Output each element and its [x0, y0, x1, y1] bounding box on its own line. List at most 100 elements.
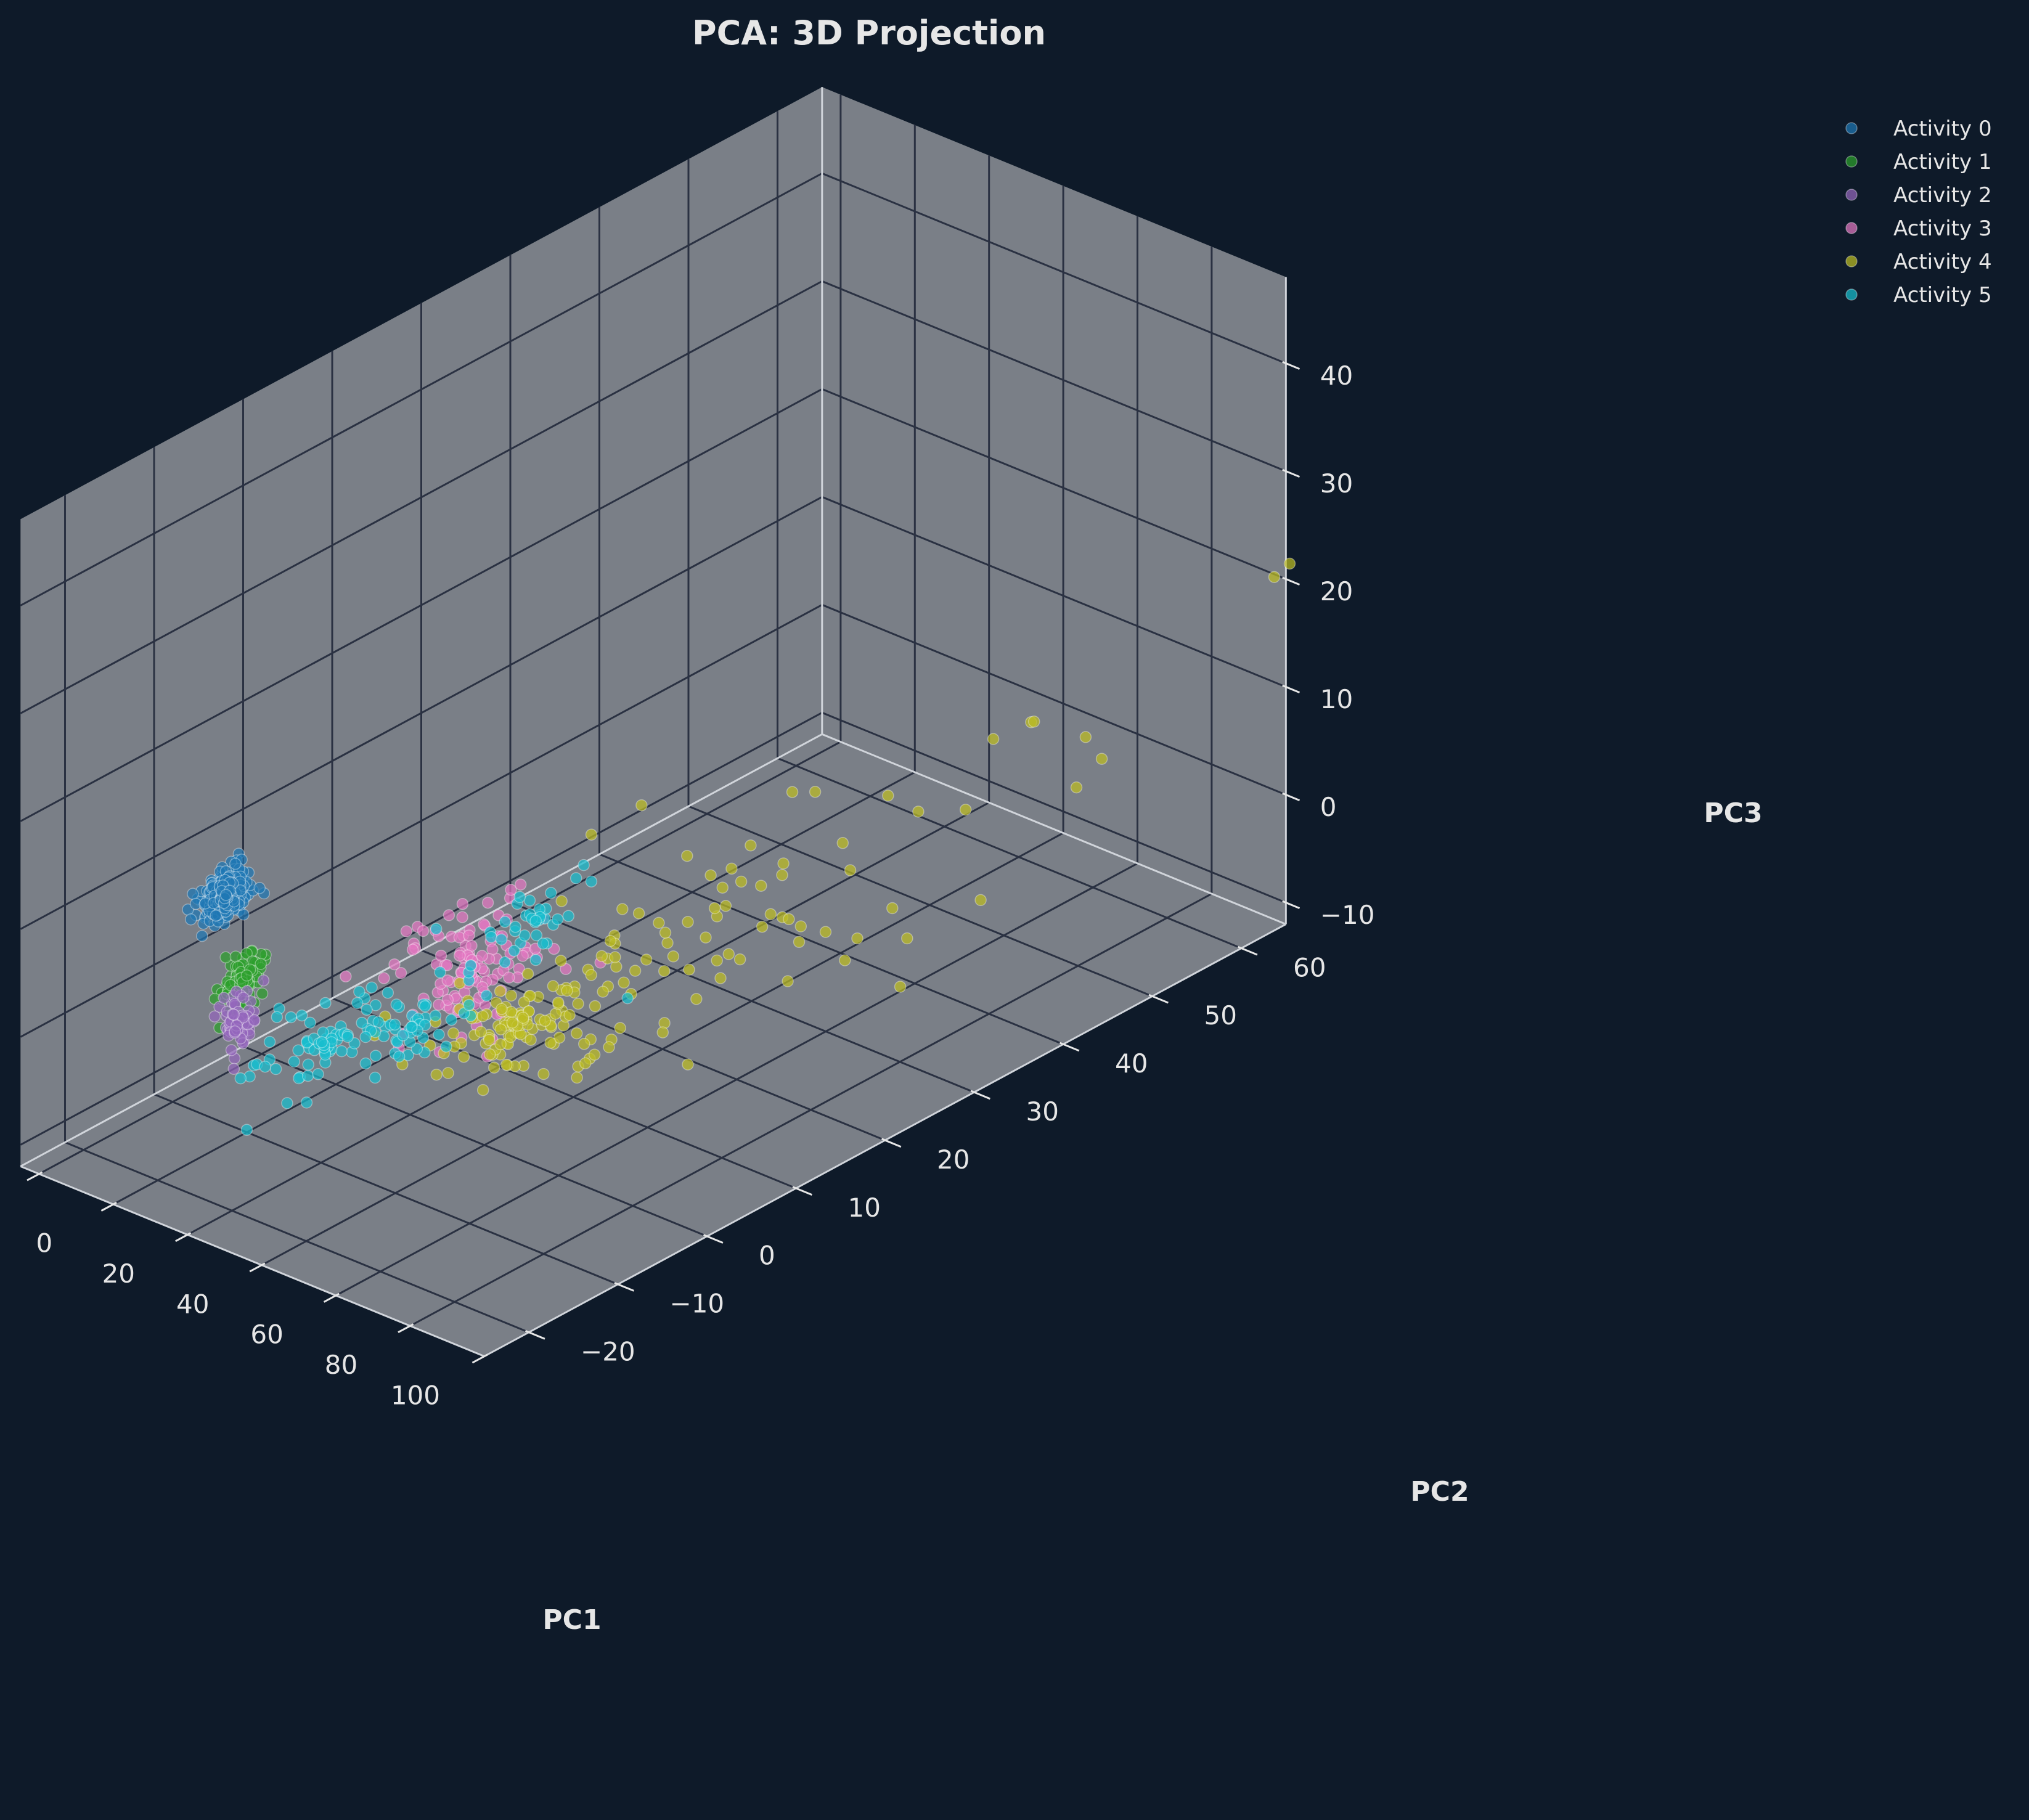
- grid-line-z-back: [822, 388, 1286, 580]
- legend: Activity 0 Activity 1 Activity 2 Activity 3…: [1845, 116, 1992, 308]
- z-tick-mark: [1282, 684, 1300, 693]
- data-point: [388, 958, 401, 971]
- z-tick-mark: [1282, 468, 1300, 478]
- axis-ticks: −20020406080100−20−100102030405060−10010…: [27, 361, 1375, 1410]
- data-point: [187, 888, 199, 900]
- data-point: [443, 909, 455, 921]
- y-tick-label: 60: [1293, 952, 1326, 982]
- x-tick-mark: [323, 1292, 340, 1303]
- data-point: [257, 974, 270, 987]
- data-point: [476, 1083, 489, 1096]
- y-tick-label: 0: [759, 1241, 775, 1271]
- data-point: [974, 894, 987, 907]
- legend-item: Activity 1: [1845, 150, 1992, 174]
- data-point: [882, 790, 894, 802]
- y-tick-mark: [1148, 994, 1169, 1004]
- data-point: [372, 1016, 385, 1029]
- legend-label: Activity 5: [1893, 283, 1992, 308]
- data-point: [495, 933, 508, 946]
- data-point: [435, 949, 447, 962]
- grid-line-y-floor: [777, 757, 1242, 949]
- series-activity-5: [234, 859, 634, 1136]
- x-tick-mark: [100, 1201, 117, 1212]
- data-point: [312, 1068, 324, 1080]
- data-point: [429, 1010, 442, 1022]
- data-point: [555, 895, 568, 907]
- data-point: [430, 1068, 443, 1081]
- data-point: [485, 931, 497, 944]
- data-point: [659, 926, 672, 939]
- data-point: [618, 976, 630, 989]
- pane-edge: [822, 733, 1286, 925]
- data-point: [458, 1007, 470, 1019]
- y-tick-label: 30: [1026, 1096, 1059, 1127]
- data-point: [369, 1071, 382, 1084]
- data-point: [987, 733, 1000, 745]
- data-point: [901, 932, 913, 945]
- data-point: [563, 1009, 576, 1021]
- data-point: [578, 1038, 590, 1050]
- data-point: [483, 1048, 496, 1061]
- data-point: [514, 878, 527, 891]
- data-point: [529, 915, 542, 927]
- data-point: [629, 965, 642, 977]
- data-point: [227, 1063, 240, 1075]
- data-point: [463, 929, 475, 942]
- data-point: [269, 1063, 282, 1075]
- data-point: [255, 958, 267, 970]
- data-point: [388, 1018, 401, 1031]
- z-tick-mark: [1282, 576, 1300, 586]
- data-point: [782, 975, 794, 987]
- grid-line-y-floor: [420, 949, 886, 1141]
- data-point: [430, 923, 443, 935]
- data-point: [441, 994, 454, 1006]
- z-tick-mark: [1282, 361, 1300, 370]
- data-point: [475, 1026, 487, 1038]
- data-point: [463, 998, 475, 1011]
- y-tick-mark: [792, 1186, 812, 1196]
- data-point: [496, 1003, 508, 1015]
- legend-marker: [1845, 255, 1858, 267]
- data-point: [755, 879, 767, 892]
- data-point: [229, 1025, 241, 1038]
- data-point: [227, 1008, 240, 1021]
- data-point: [553, 1031, 566, 1044]
- x-tick-label: 60: [250, 1320, 283, 1350]
- z-tick-mark: [1282, 792, 1300, 801]
- y-tick-mark: [1237, 945, 1258, 956]
- data-point: [335, 1045, 348, 1058]
- data-point: [793, 936, 806, 949]
- data-point: [281, 1097, 293, 1109]
- data-point: [570, 1027, 583, 1040]
- data-point: [390, 998, 403, 1011]
- legend-label: Activity 2: [1893, 183, 1992, 208]
- data-point: [745, 839, 757, 852]
- data-point: [441, 959, 454, 971]
- data-point: [839, 954, 851, 966]
- x-tick-mark: [175, 1232, 192, 1243]
- z-tick-label: 30: [1320, 468, 1353, 499]
- data-point: [441, 974, 454, 987]
- data-point: [588, 1048, 601, 1061]
- data-point: [518, 929, 531, 942]
- data-point: [219, 951, 232, 964]
- data-point: [494, 1038, 507, 1051]
- data-point: [777, 857, 790, 870]
- data-point: [433, 1028, 445, 1041]
- data-point: [396, 1029, 409, 1042]
- data-point: [225, 1044, 238, 1056]
- grid-line-z-left: [20, 172, 823, 606]
- data-point: [285, 1011, 297, 1024]
- data-point: [234, 1072, 247, 1085]
- data-point: [302, 1058, 314, 1071]
- z-axis-label: PC3: [1704, 798, 1762, 829]
- z-tick-label: 20: [1320, 576, 1353, 606]
- data-point: [589, 1000, 602, 1013]
- x-axis-label: PC1: [542, 1604, 601, 1636]
- z-tick-label: −10: [1320, 900, 1375, 930]
- data-point: [453, 949, 466, 962]
- data-point: [418, 1000, 431, 1013]
- data-point: [296, 1009, 308, 1022]
- data-point: [488, 1061, 500, 1074]
- data-point: [480, 989, 493, 1002]
